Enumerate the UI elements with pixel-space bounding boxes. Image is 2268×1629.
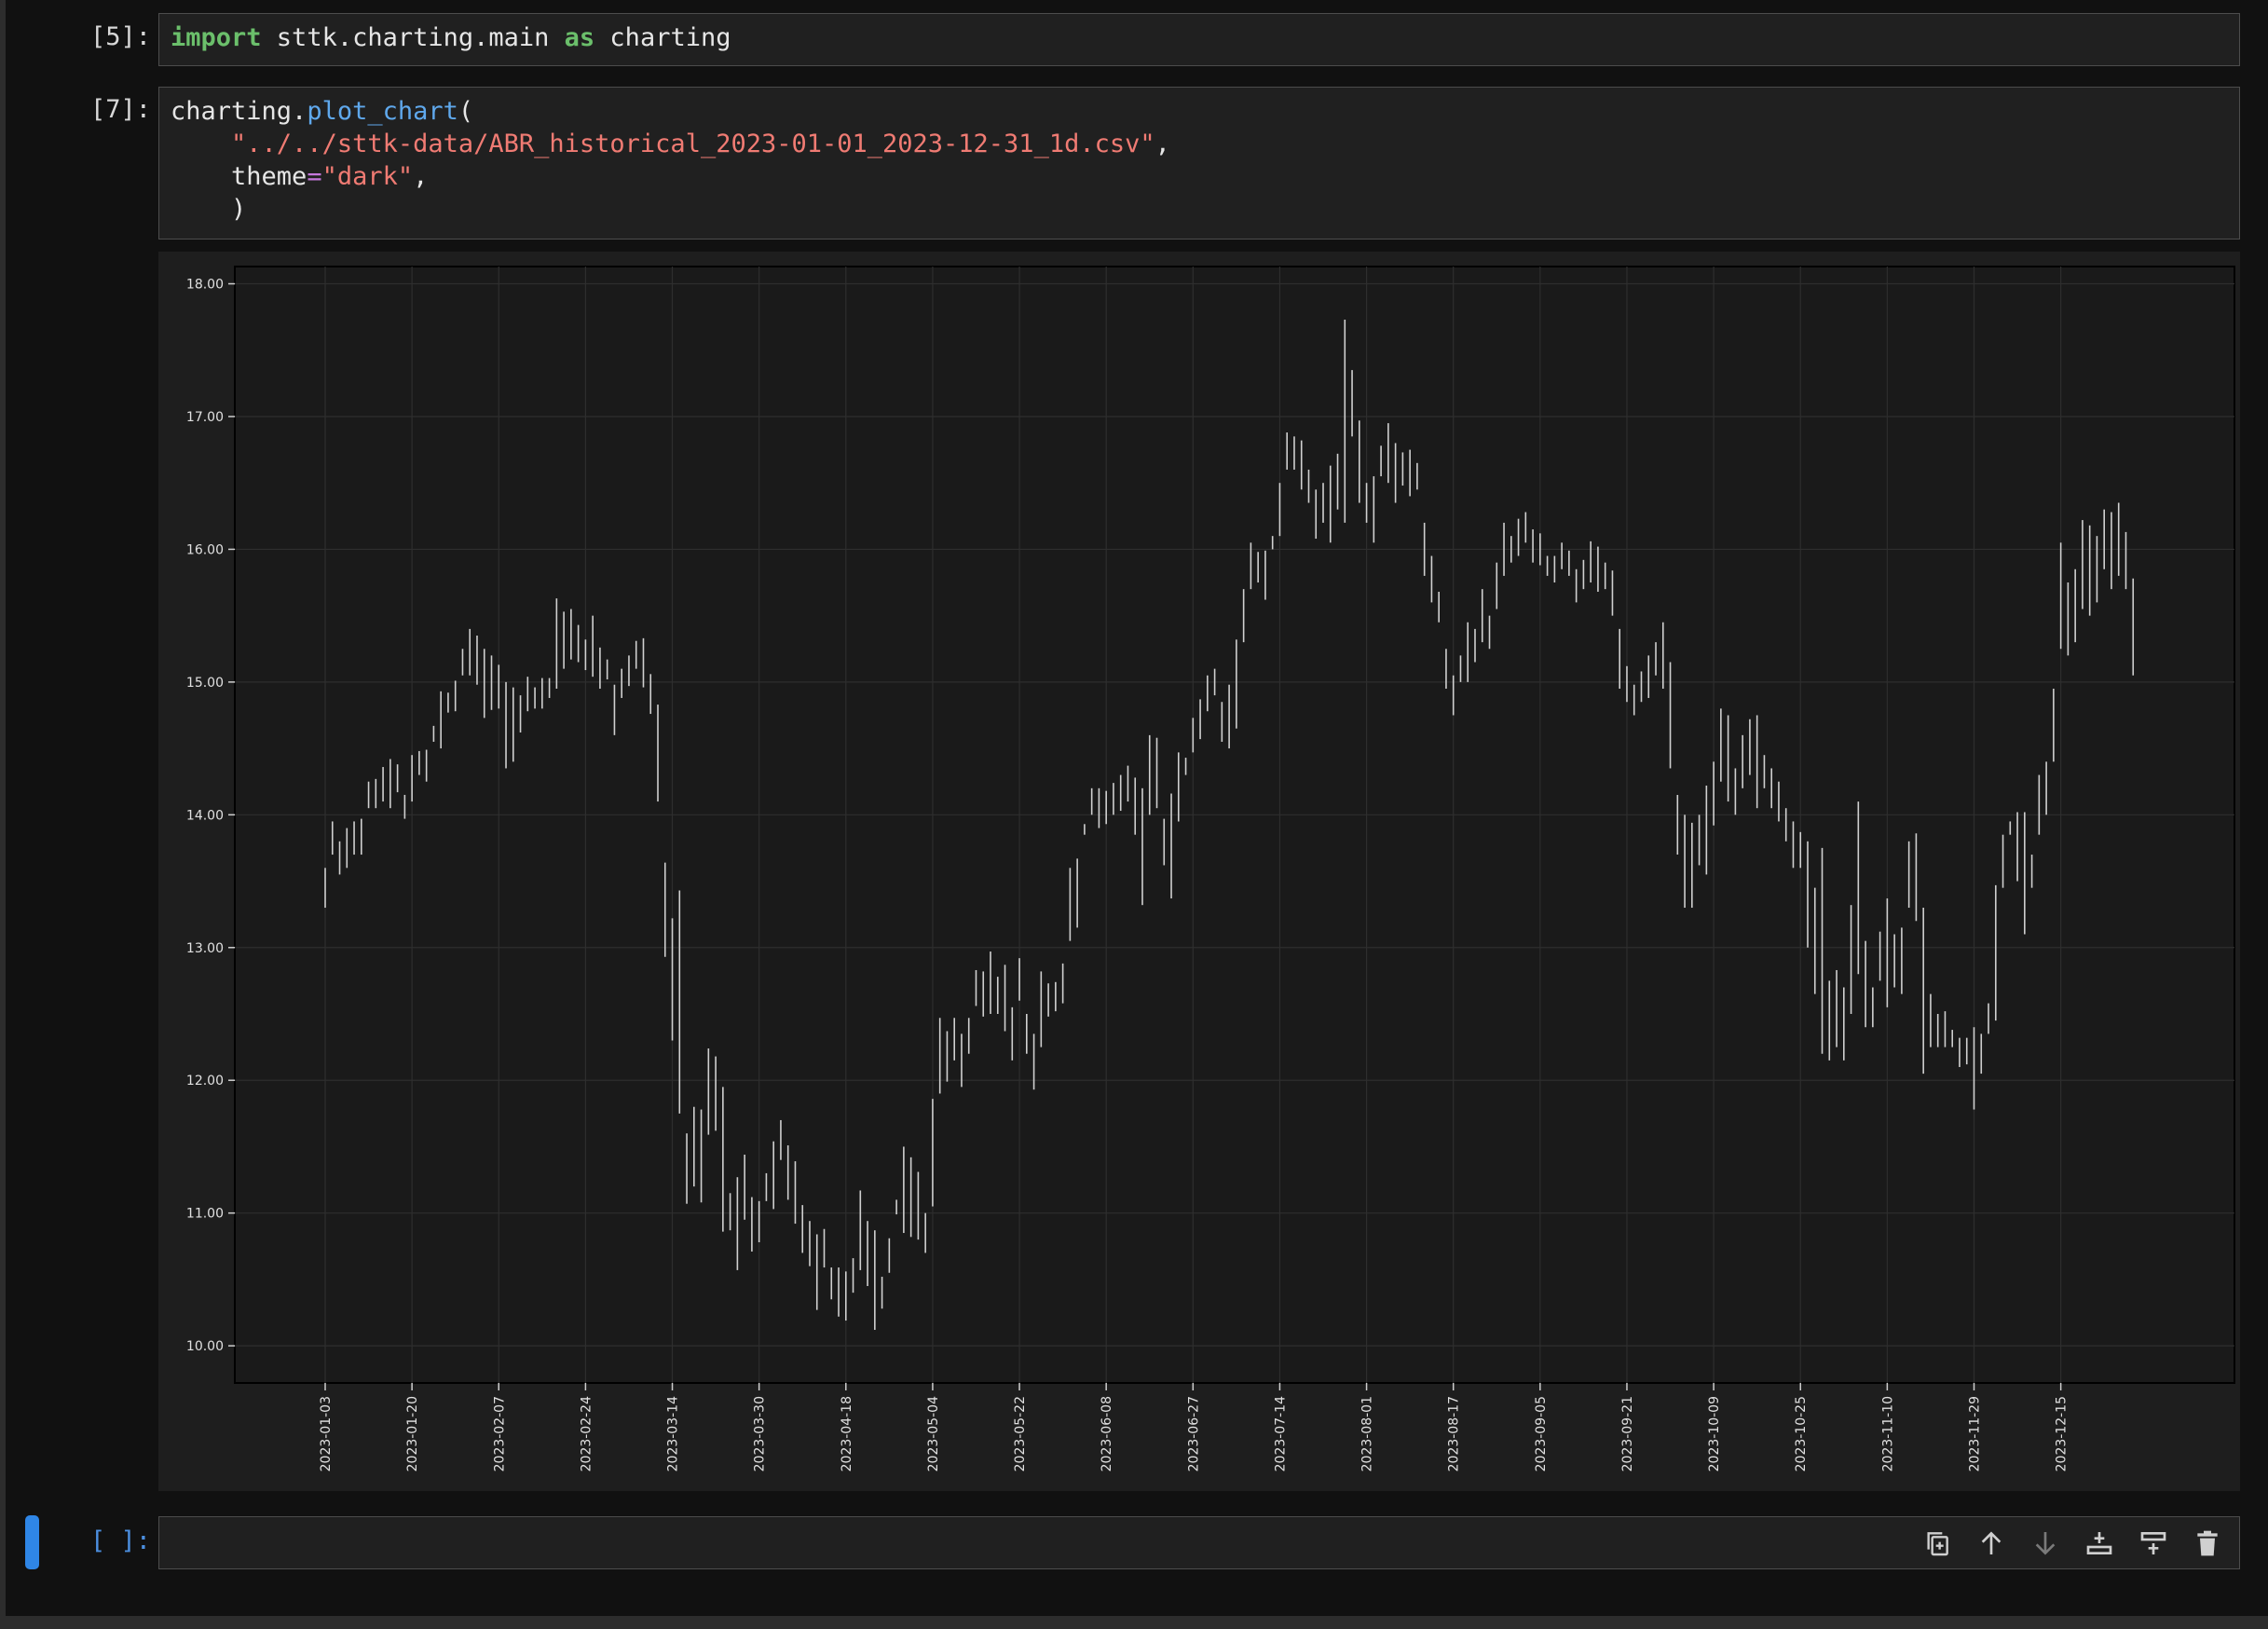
x-tick-label: 2023-05-22 bbox=[1013, 1396, 1028, 1472]
y-tick-label: 11.00 bbox=[186, 1207, 224, 1222]
move-up-icon bbox=[1981, 1530, 2002, 1554]
x-tick-label: 2023-03-14 bbox=[666, 1396, 681, 1472]
x-tick-label: 2023-09-21 bbox=[1620, 1396, 1635, 1472]
ohlc-chart: 10.00 11.00 12.00 13.00 14.00 15.00 16.00 17.00… bbox=[186, 266, 2235, 1472]
active-cell-indicator bbox=[25, 1515, 39, 1569]
insert-below-button[interactable] bbox=[2135, 1525, 2172, 1562]
cell-prompt: [5]: bbox=[89, 22, 151, 51]
code-line: ) bbox=[171, 193, 246, 226]
duplicate-icon bbox=[1927, 1531, 1948, 1555]
code-token: "dark" bbox=[321, 162, 414, 191]
code-token: ( bbox=[458, 97, 474, 126]
cell-prompt: [ ]: bbox=[89, 1526, 151, 1555]
y-tick-label: 18.00 bbox=[186, 278, 224, 293]
code-token bbox=[171, 130, 231, 158]
move-down-button[interactable] bbox=[2027, 1525, 2064, 1562]
duplicate-cell-button[interactable] bbox=[1919, 1525, 1956, 1562]
empty-code-cell: [ ]: bbox=[6, 1515, 2268, 1569]
code-token: sttk.charting.main bbox=[261, 23, 565, 52]
x-tick-label: 2023-06-08 bbox=[1100, 1396, 1114, 1472]
code-line: import sttk.charting.main as charting bbox=[171, 21, 731, 55]
code-editor[interactable]: charting.plot_chart( "../../sttk-data/AB… bbox=[158, 87, 2240, 240]
x-tick-label: 2023-06-27 bbox=[1186, 1396, 1201, 1472]
delete-cell-button[interactable] bbox=[2189, 1525, 2226, 1562]
code-editor[interactable]: import sttk.charting.main as charting bbox=[158, 13, 2240, 66]
code-line: charting.plot_chart( bbox=[171, 95, 473, 129]
x-tick-label: 2023-09-05 bbox=[1534, 1396, 1549, 1472]
code-token: import bbox=[171, 23, 262, 52]
x-tick-label: 2023-02-24 bbox=[579, 1396, 594, 1472]
x-tick-label: 2023-11-10 bbox=[1880, 1396, 1895, 1472]
insert-above-button[interactable] bbox=[2081, 1525, 2118, 1562]
code-token: , bbox=[1154, 130, 1170, 158]
insert-below-icon bbox=[2140, 1531, 2166, 1554]
y-tick-label: 13.00 bbox=[186, 941, 224, 956]
code-token: charting. bbox=[171, 97, 307, 126]
x-tick-label: 2023-11-29 bbox=[1967, 1396, 1982, 1472]
plot-area bbox=[234, 266, 2235, 1384]
code-token: charting bbox=[594, 23, 731, 52]
code-editor-empty[interactable] bbox=[158, 1516, 2240, 1569]
x-tick-label: 2023-10-25 bbox=[1794, 1396, 1809, 1472]
cell-toolbar bbox=[1919, 1517, 2226, 1568]
y-tick-label: 12.00 bbox=[186, 1074, 224, 1088]
x-tick-label: 2023-04-18 bbox=[840, 1396, 854, 1472]
code-token: plot_chart bbox=[307, 97, 458, 126]
move-up-button[interactable] bbox=[1973, 1525, 2010, 1562]
cell-output: 10.00 11.00 12.00 13.00 14.00 15.00 16.00 17.00… bbox=[158, 252, 2240, 1491]
code-token: "../../sttk-data/ABR_historical_2023-01-… bbox=[231, 130, 1155, 158]
x-tick-label: 2023-08-01 bbox=[1360, 1396, 1375, 1472]
code-token: = bbox=[307, 162, 322, 191]
x-tick-label: 2023-02-07 bbox=[492, 1396, 507, 1472]
x-tick-label: 2023-05-04 bbox=[926, 1396, 941, 1472]
x-tick-label: 2023-01-03 bbox=[319, 1396, 334, 1472]
y-tick-label: 10.00 bbox=[186, 1339, 224, 1354]
code-token: ) bbox=[171, 195, 247, 224]
insert-above-icon bbox=[2086, 1531, 2112, 1554]
y-tick-label: 15.00 bbox=[186, 676, 224, 691]
y-tick-label: 16.00 bbox=[186, 542, 224, 557]
x-tick-label: 2023-08-17 bbox=[1447, 1396, 1462, 1472]
y-tick-label: 17.00 bbox=[186, 410, 224, 425]
move-down-icon bbox=[2035, 1531, 2056, 1555]
x-tick-label: 2023-01-20 bbox=[405, 1396, 420, 1472]
cell-prompt: [7]: bbox=[89, 95, 151, 124]
notebook: [5]: import sttk.charting.main as charti… bbox=[6, 0, 2268, 1616]
delete-icon bbox=[2197, 1530, 2218, 1555]
code-token: as bbox=[564, 23, 595, 52]
code-token: , bbox=[413, 162, 429, 191]
code-token: theme bbox=[171, 162, 307, 191]
code-cell-import: [5]: import sttk.charting.main as charti… bbox=[6, 9, 2268, 67]
y-tick-label: 14.00 bbox=[186, 808, 224, 823]
x-tick-label: 2023-10-09 bbox=[1707, 1396, 1722, 1472]
code-line: "../../sttk-data/ABR_historical_2023-01-… bbox=[171, 128, 1170, 161]
code-line: theme="dark", bbox=[171, 160, 428, 194]
code-cell-plot: [7]: charting.plot_chart( "../../sttk-da… bbox=[6, 84, 2268, 242]
x-tick-label: 2023-12-15 bbox=[2055, 1396, 2070, 1472]
x-tick-label: 2023-03-30 bbox=[753, 1396, 768, 1472]
x-tick-label: 2023-07-14 bbox=[1273, 1396, 1288, 1472]
